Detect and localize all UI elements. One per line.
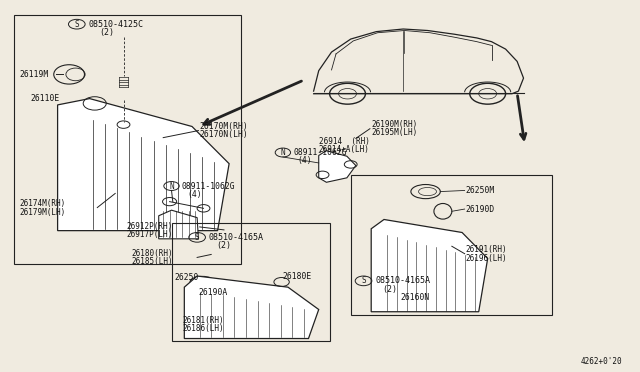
Text: 26174M(RH): 26174M(RH) <box>19 199 65 208</box>
Text: 26914  (RH): 26914 (RH) <box>319 137 369 146</box>
Polygon shape <box>371 219 488 312</box>
Text: 26196(LH): 26196(LH) <box>466 254 508 263</box>
Text: 26190D: 26190D <box>466 205 495 214</box>
Text: 08510-4165A: 08510-4165A <box>375 276 430 285</box>
Text: 4262+0'20: 4262+0'20 <box>580 357 622 366</box>
Text: S: S <box>195 233 200 242</box>
Text: (4): (4) <box>187 190 202 199</box>
Text: 26250: 26250 <box>174 273 198 282</box>
Text: 26191(RH): 26191(RH) <box>466 246 508 254</box>
Polygon shape <box>58 99 229 231</box>
Text: 26917P(LH): 26917P(LH) <box>127 230 173 239</box>
Text: 26170M(RH): 26170M(RH) <box>200 122 248 131</box>
Polygon shape <box>159 210 198 239</box>
Text: (4): (4) <box>298 156 312 165</box>
Text: 26180(RH): 26180(RH) <box>131 249 173 258</box>
Text: N: N <box>280 148 285 157</box>
Text: 26119M: 26119M <box>19 70 49 79</box>
Text: 08510-4165A: 08510-4165A <box>209 233 264 242</box>
Text: 26912P(RH): 26912P(RH) <box>127 222 173 231</box>
Text: 26185(LH): 26185(LH) <box>131 257 173 266</box>
Text: 26190A: 26190A <box>198 288 228 296</box>
Text: 08911-1062G: 08911-1062G <box>293 148 347 157</box>
Text: 08510-4125C: 08510-4125C <box>88 20 143 29</box>
Text: 26181(RH): 26181(RH) <box>182 316 224 325</box>
Text: N: N <box>169 182 174 190</box>
Bar <box>351 175 552 315</box>
Text: 26186(LH): 26186(LH) <box>182 324 224 333</box>
Text: 26195M(LH): 26195M(LH) <box>371 128 417 137</box>
Text: 26160N: 26160N <box>400 293 429 302</box>
Text: 26914+A(LH): 26914+A(LH) <box>319 145 369 154</box>
Text: 08911-1062G: 08911-1062G <box>182 182 236 190</box>
Text: (2): (2) <box>216 241 231 250</box>
Text: 26170N(LH): 26170N(LH) <box>200 130 248 139</box>
Text: S: S <box>361 276 366 285</box>
Polygon shape <box>184 276 319 339</box>
Polygon shape <box>319 151 356 182</box>
Text: (2): (2) <box>383 285 397 294</box>
Text: 26180E: 26180E <box>283 272 312 280</box>
Text: 26190M(RH): 26190M(RH) <box>371 120 417 129</box>
Text: 26110E: 26110E <box>31 94 60 103</box>
Text: 26179M(LH): 26179M(LH) <box>19 208 65 217</box>
Text: 26250M: 26250M <box>466 186 495 195</box>
Text: S: S <box>74 20 79 29</box>
Bar <box>14 15 241 264</box>
Text: (2): (2) <box>99 28 114 37</box>
Bar <box>172 223 330 341</box>
